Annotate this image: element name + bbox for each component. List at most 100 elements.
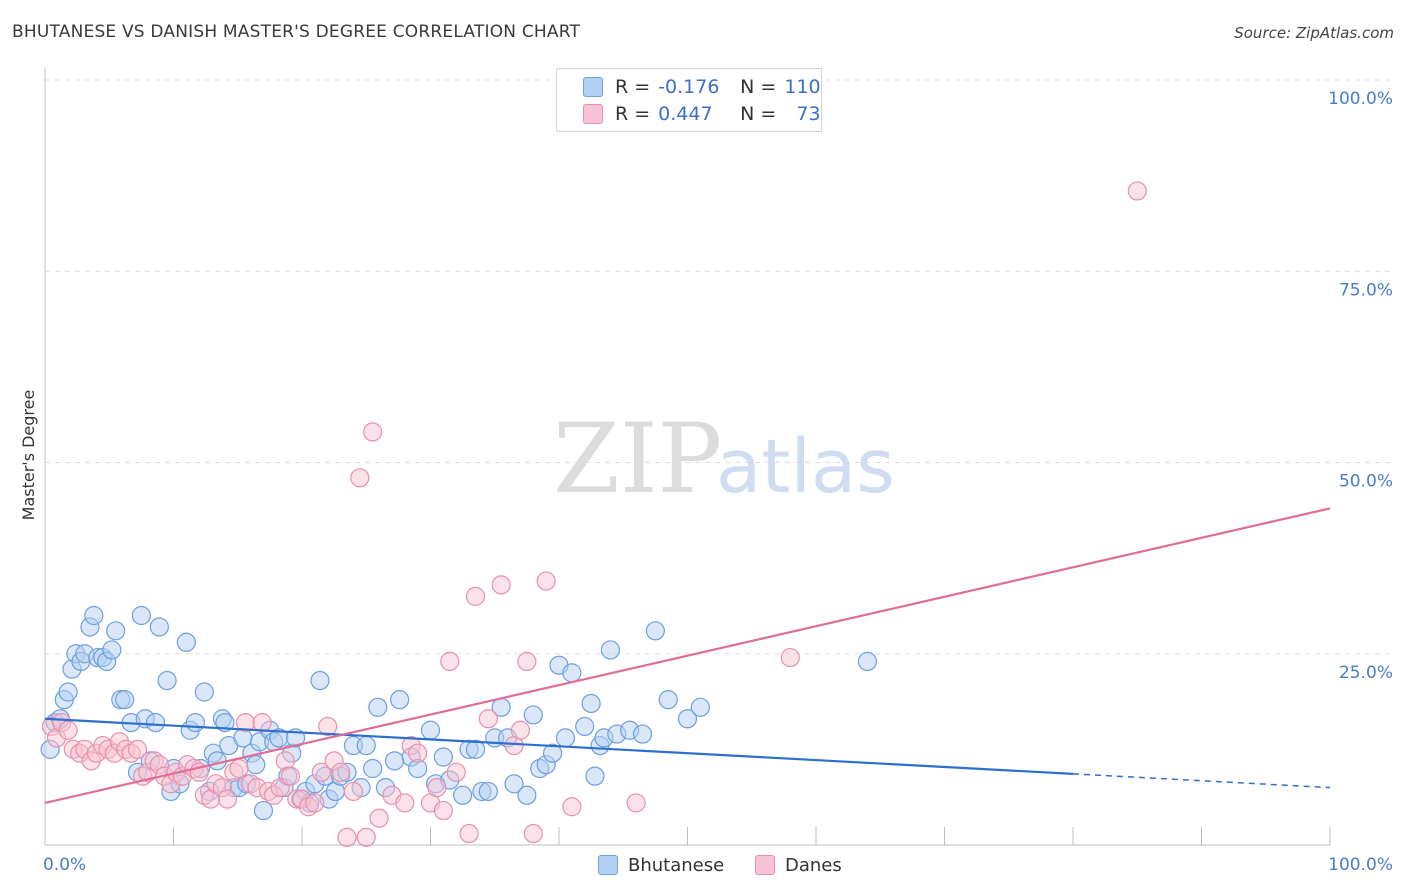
legend-swatch-pink bbox=[583, 104, 603, 124]
correlation-legend: R = -0.176 N = 110 R = 0.447 N = 73 bbox=[556, 68, 822, 132]
bhutanese-point bbox=[84, 605, 104, 626]
danes-point bbox=[1127, 181, 1147, 201]
legend-label-bhutanese: Bhutanese bbox=[628, 854, 725, 876]
bhutanese-point bbox=[523, 705, 543, 725]
danes-point bbox=[337, 827, 357, 847]
danes-point bbox=[427, 778, 447, 798]
danes-point bbox=[408, 743, 428, 763]
watermark-zip: ZIP bbox=[553, 403, 722, 515]
danes-point bbox=[217, 789, 238, 809]
x-tick-label: 0.0% bbox=[43, 855, 86, 875]
legend-r-value: 0.447 bbox=[658, 103, 713, 125]
legend-r-label: R = bbox=[615, 103, 651, 125]
danes-point bbox=[562, 797, 582, 817]
danes-point bbox=[510, 720, 531, 740]
watermark-atlas: atlas bbox=[716, 424, 895, 510]
bhutanese-point bbox=[465, 739, 486, 759]
danes-point bbox=[127, 739, 148, 759]
legend-label-danes: Danes bbox=[785, 854, 842, 876]
bhutanese-point bbox=[517, 785, 537, 805]
bhutanese-point bbox=[690, 697, 710, 717]
danes-point bbox=[369, 808, 389, 828]
legend-n-label: N = bbox=[740, 103, 777, 125]
legend-n-label: N = bbox=[740, 76, 777, 98]
bhutanese-point bbox=[115, 690, 135, 710]
y-tick-label: 100.0% bbox=[1328, 89, 1393, 109]
danes-point bbox=[280, 766, 301, 786]
bhutanese-point bbox=[194, 682, 214, 702]
bhutanese-point bbox=[562, 663, 582, 683]
danes-point bbox=[343, 781, 363, 802]
bhutanese-point bbox=[384, 751, 405, 771]
bhutanese-point bbox=[310, 670, 330, 691]
bhutanese-point bbox=[390, 690, 410, 710]
bhutanese-point bbox=[246, 755, 266, 775]
trend-lines bbox=[44, 507, 1331, 804]
danes-point bbox=[252, 712, 272, 733]
y-tick-label: 50.0% bbox=[1339, 472, 1393, 492]
danes-point bbox=[440, 651, 460, 672]
bhutanese-point bbox=[632, 724, 653, 744]
danes-point bbox=[311, 762, 331, 782]
legend-swatch-pink bbox=[755, 855, 775, 875]
bhutanese-point bbox=[658, 690, 678, 710]
bhutanese-point bbox=[185, 712, 205, 733]
bhutanese-point bbox=[145, 712, 166, 733]
source-label: Source: ZipAtlas.com bbox=[1234, 24, 1394, 42]
bhutanese-point bbox=[433, 747, 453, 767]
bhutanese-point bbox=[575, 716, 595, 737]
legend-item-danes: Danes bbox=[755, 852, 842, 878]
bhutanese-point bbox=[857, 651, 878, 672]
bhutanese-point bbox=[102, 640, 122, 660]
bhutanese-trend-extension bbox=[1072, 773, 1331, 789]
danes-point bbox=[330, 762, 351, 782]
danes-point bbox=[523, 823, 543, 844]
bhutanese-point bbox=[420, 720, 441, 740]
bhutanese-point bbox=[149, 617, 169, 637]
legend-r-label: R = bbox=[615, 76, 651, 98]
chart-title: BHUTANESE VS DANISH MASTER'S DEGREE CORR… bbox=[12, 22, 581, 42]
danes-point bbox=[465, 586, 486, 606]
danes-point bbox=[58, 720, 78, 740]
bhutanese-point bbox=[585, 766, 605, 786]
danes-point bbox=[517, 651, 537, 672]
y-axis-label: Master's Degree bbox=[19, 390, 38, 521]
bhutanese-point bbox=[453, 785, 473, 805]
y-tick-label: 25.0% bbox=[1339, 663, 1393, 683]
bhutanese-point bbox=[131, 605, 151, 626]
danes-point bbox=[459, 823, 479, 844]
bhutanese-point bbox=[600, 640, 621, 660]
bhutanese-point bbox=[542, 743, 563, 763]
y-tick-label: 75.0% bbox=[1339, 280, 1393, 300]
danes-point bbox=[356, 827, 376, 847]
bhutanese-point bbox=[106, 621, 126, 641]
bhutanese-point bbox=[253, 800, 274, 821]
danes-point bbox=[363, 422, 383, 442]
danes-point bbox=[780, 647, 800, 668]
danes-point bbox=[626, 793, 646, 813]
danes-trend-line bbox=[44, 507, 1331, 804]
grid-lines bbox=[45, 79, 1392, 655]
danes-point bbox=[350, 468, 370, 488]
bhutanese-point bbox=[356, 735, 376, 756]
bhutanese-trend-line bbox=[44, 717, 1074, 775]
bhutanese-point bbox=[58, 682, 78, 702]
legend-swatch-blue bbox=[583, 77, 603, 97]
series-legend: Bhutanese Danes bbox=[0, 852, 1406, 878]
danes-point bbox=[395, 793, 415, 813]
bhutanese-point bbox=[645, 621, 665, 641]
axes bbox=[44, 68, 1331, 846]
danes-point bbox=[491, 575, 511, 595]
danes-point bbox=[536, 571, 556, 591]
bhutanese-point bbox=[368, 697, 388, 717]
legend-row-danes: R = 0.447 N = 73 bbox=[583, 101, 821, 127]
legend-r-value: -0.176 bbox=[658, 76, 720, 98]
danes-point bbox=[305, 793, 325, 813]
bhutanese-point bbox=[207, 751, 227, 771]
x-tick-label: 100.0% bbox=[1328, 855, 1393, 875]
tick-labels: 100.0% 75.0% 50.0% 25.0% 0.0% 100.0% bbox=[43, 89, 1393, 875]
legend-swatch-blue bbox=[598, 855, 618, 875]
danes-point bbox=[229, 758, 249, 779]
legend-n-value: 110 bbox=[784, 76, 821, 98]
